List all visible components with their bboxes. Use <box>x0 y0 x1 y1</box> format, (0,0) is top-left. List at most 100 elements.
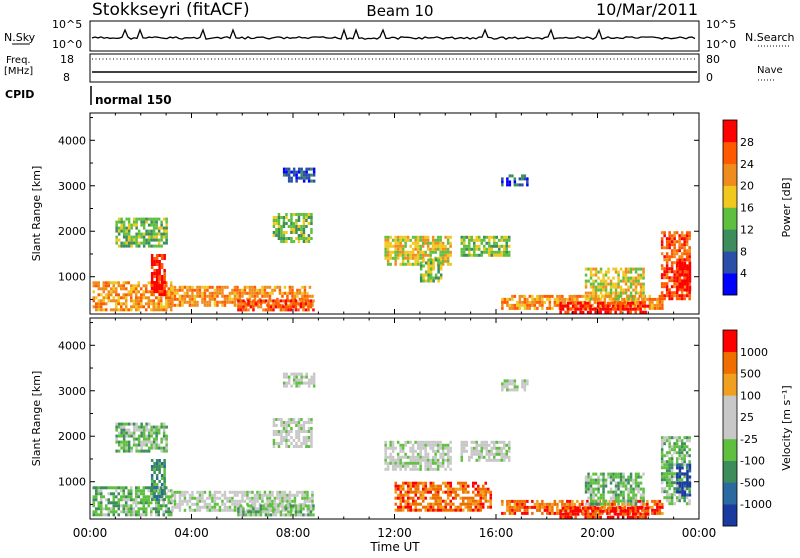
velocity-colorbar-bin <box>723 351 737 374</box>
date-title: 10/Mar/2011 <box>596 0 698 19</box>
power-echo-patch <box>419 258 443 283</box>
velocity-colorbar-tick-label: 1000 <box>740 346 768 359</box>
velocity-ytick-label: 1000 <box>58 476 86 489</box>
power-colorbar-bin <box>723 229 737 252</box>
power-ytick-label: 4000 <box>58 134 86 147</box>
velocity-colorbar-bin <box>723 438 737 461</box>
nsky-label: N.Sky <box>4 31 36 44</box>
power-echo-patch <box>272 213 313 243</box>
cpid-value: normal 150 <box>95 93 172 107</box>
power-echo-patch <box>384 235 452 266</box>
power-echo-patch <box>559 301 650 314</box>
velocity-echo-patch <box>676 463 692 497</box>
velocity-colorbar-bin <box>723 460 737 483</box>
velocity-colorbar-tick-label: 25 <box>740 411 754 424</box>
velocity-colorbar-bin <box>723 330 737 353</box>
power-echo-patch <box>92 281 173 312</box>
nave-bottom-tick: 0 <box>706 71 713 84</box>
velocity-colorbar-tick-label: -100 <box>740 455 765 468</box>
power-ytick-label: 1000 <box>58 271 86 284</box>
velocity-ytick-label: 2000 <box>58 430 86 443</box>
velocity-echo-patch <box>584 472 645 506</box>
power-colorbar-bin <box>723 163 737 186</box>
velocity-colorbar-bin <box>723 417 737 440</box>
power-echo-patch <box>150 254 166 296</box>
freq-top-tick: 18 <box>60 53 74 66</box>
velocity-echo-patch <box>115 422 168 453</box>
power-data <box>92 167 692 314</box>
nsearch-top-tick: 10^5 <box>706 18 736 31</box>
power-colorbar-bin <box>723 251 737 274</box>
power-colorbar-tick-label: 28 <box>740 136 754 149</box>
power-echo-patch <box>115 217 168 248</box>
velocity-data <box>92 372 692 519</box>
velocity-colorbar-bin <box>723 482 737 505</box>
nsky-strip-frame <box>89 20 700 52</box>
power-echo-patch <box>460 235 511 257</box>
power-colorbar-frame <box>722 119 738 296</box>
station-title: Stokkseyri (fitACF) <box>92 0 250 20</box>
time-tick-label: 00:00 <box>682 526 717 540</box>
time-axis-label: Time UT <box>369 540 420 554</box>
velocity-echo-patch <box>384 440 452 471</box>
velocity-colorbar-bin <box>723 395 737 418</box>
velocity-ylabel: Slant Range [km] <box>30 371 43 467</box>
velocity-colorbar-tick-label: 500 <box>740 368 761 381</box>
power-colorbar-bin <box>723 273 737 296</box>
power-echo-patch <box>584 267 645 301</box>
velocity-echo-patch <box>282 372 316 388</box>
velocity-ytick-label: 3000 <box>58 385 86 398</box>
power-panel: 1000 2000 3000 4000 Slant Range [km] 28 24 20 16… <box>30 112 793 315</box>
velocity-colorbar-label: Velocity [m s⁻¹] <box>780 385 793 470</box>
velocity-echo-patch <box>237 504 315 517</box>
time-tick-label: 00:00 <box>73 526 108 540</box>
power-ylabel: Slant Range [km] <box>30 166 43 262</box>
power-colorbar-tick-label: 4 <box>740 267 747 280</box>
power-ytick-label: 2000 <box>58 225 86 238</box>
time-tick-label: 04:00 <box>174 526 209 540</box>
time-tick-label: 20:00 <box>580 526 615 540</box>
power-colorbar-tick-label: 12 <box>740 223 754 236</box>
power-echo-patch <box>501 174 529 187</box>
power-colorbar-tick-label: 16 <box>740 202 754 215</box>
freq-label: Freq. <box>6 55 31 66</box>
velocity-echo-patch <box>559 506 650 519</box>
power-ytick-label: 3000 <box>58 180 86 193</box>
power-echo-patch <box>237 299 315 312</box>
velocity-colorbar-bin <box>723 504 737 527</box>
power-colorbar-bin <box>723 141 737 165</box>
power-colorbar-bin <box>723 120 737 143</box>
velocity-echo-patch <box>171 490 314 512</box>
time-tick-label: 12:00 <box>377 526 412 540</box>
velocity-panel: 1000 2000 3000 4000 Slant Range [km] 1000 500 1… <box>30 317 793 527</box>
cpid-label: CPID <box>5 88 34 101</box>
velocity-echo-patch <box>150 459 166 501</box>
power-colorbar-label: Power [dB] <box>780 178 793 238</box>
nsky-top-tick: 10^5 <box>52 18 82 31</box>
nsearch-label: N.Search <box>745 31 795 44</box>
velocity-echo-patch <box>272 418 313 448</box>
power-echo-patch <box>282 167 316 183</box>
nave-label: Nave <box>757 65 783 76</box>
velocity-colorbar-frame <box>722 329 738 527</box>
nsearch-bottom-tick: 10^0 <box>706 38 736 51</box>
power-colorbar-bin <box>723 207 737 230</box>
freq-bottom-tick: 8 <box>63 71 70 84</box>
power-colorbar-tick-label: 24 <box>740 158 754 171</box>
velocity-ytick-label: 4000 <box>58 339 86 352</box>
power-colorbar-tick-label: 8 <box>740 245 747 258</box>
velocity-echo-patch <box>460 440 511 462</box>
power-colorbar-tick-label: 20 <box>740 180 754 193</box>
beam-title: Beam 10 <box>366 2 433 20</box>
power-echo-patch <box>676 258 692 292</box>
time-tick-label: 16:00 <box>479 526 514 540</box>
velocity-colorbar-bin <box>723 373 737 396</box>
velocity-echo-patch <box>501 379 529 392</box>
nsky-trace <box>91 27 696 40</box>
power-colorbar-bin <box>723 185 737 208</box>
nsky-bottom-tick: 10^0 <box>52 38 82 51</box>
power-echo-patch <box>171 285 314 307</box>
time-axis: 00:00 04:00 08:00 12:00 16:00 20:00 00:00 <box>73 526 717 540</box>
